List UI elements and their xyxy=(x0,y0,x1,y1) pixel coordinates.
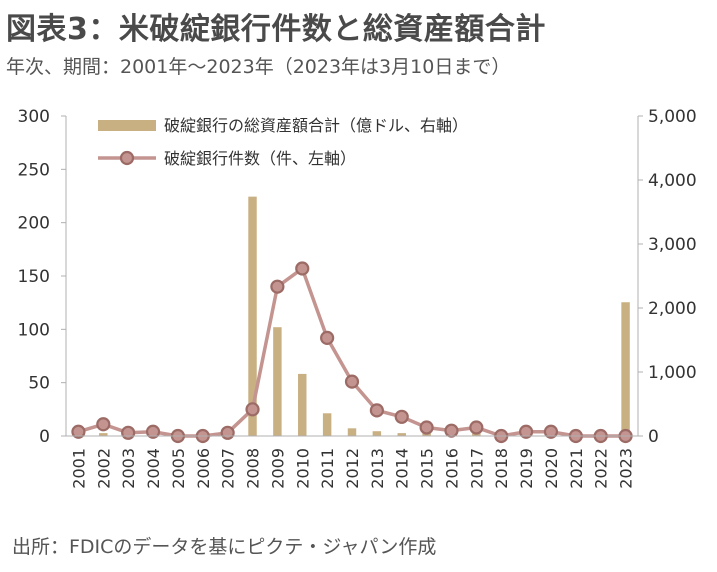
x-axis-tick-label: 2020 xyxy=(542,448,561,489)
x-axis-tick-label: 2018 xyxy=(492,448,511,489)
x-axis-tick-label: 2017 xyxy=(467,448,486,489)
x-axis-tick-label: 2002 xyxy=(94,448,113,489)
line-point xyxy=(369,403,384,418)
legend-bar-swatch xyxy=(98,120,156,131)
line-point xyxy=(543,424,559,439)
chart-title: 図表3：米破綻銀行件数と総資産額合計 xyxy=(6,12,546,47)
line-point xyxy=(518,424,534,439)
line-point xyxy=(245,402,260,417)
x-axis-tick-label: 2005 xyxy=(169,448,188,489)
left-axis: 0 50 100 150 200 250 300 xyxy=(18,107,67,447)
x-axis-tick-label: 2021 xyxy=(567,448,586,489)
series-line xyxy=(77,266,626,438)
x-axis-tick-label: 2015 xyxy=(418,448,437,489)
x-axis-tick-label: 2009 xyxy=(268,448,287,489)
line-point xyxy=(320,330,335,345)
line-point xyxy=(71,424,86,439)
right-axis-tick-label: 5,000 xyxy=(648,107,697,127)
left-axis-tick-label: 250 xyxy=(18,160,50,180)
line-point xyxy=(270,279,285,294)
line-point xyxy=(419,420,434,435)
right-axis-tick-label: 2,000 xyxy=(648,299,697,319)
x-axis-tick-label: 2022 xyxy=(592,448,611,489)
bar xyxy=(248,196,257,436)
bar xyxy=(372,431,382,436)
legend: 破綻銀行の総資産額合計（億ドル、右軸） 破綻銀行件数（件、左軸） xyxy=(98,116,468,168)
line-series xyxy=(71,261,633,444)
bar xyxy=(347,428,357,436)
line-point xyxy=(394,409,409,424)
x-axis-tick-label: 2004 xyxy=(144,448,163,489)
x-axis-tick-label: 2007 xyxy=(219,448,238,489)
line-point xyxy=(469,420,484,435)
x-axis-tick-label: 2003 xyxy=(119,448,138,489)
left-axis-tick-label: 300 xyxy=(18,107,50,127)
line-point xyxy=(295,261,310,276)
right-axis-tick-label: 4,000 xyxy=(648,171,697,191)
left-axis-tick-label: 0 xyxy=(39,427,50,447)
right-axis: 0 1,000 2,000 3,000 4,000 5,000 xyxy=(637,107,697,447)
left-axis-tick-label: 200 xyxy=(18,214,50,234)
left-axis-tick-label: 150 xyxy=(18,267,50,287)
right-axis-tick-label: 3,000 xyxy=(648,235,697,255)
x-axis-tick-label: 2012 xyxy=(343,448,362,489)
x-axis-tick-label: 2011 xyxy=(318,448,337,489)
right-axis-tick-label: 0 xyxy=(648,427,659,447)
bar xyxy=(298,373,307,436)
x-axis-tick-label: 2023 xyxy=(617,448,636,489)
bar-series xyxy=(74,196,630,436)
bar xyxy=(273,327,282,436)
left-axis-tick-label: 100 xyxy=(18,320,50,340)
bar xyxy=(322,413,332,436)
line-point xyxy=(344,374,360,389)
bar xyxy=(397,433,406,436)
x-axis: 2001 2002 2003 2004 2005 2006 2007 2008 2009 2010… xyxy=(66,435,638,489)
line-point xyxy=(121,425,136,440)
line-point xyxy=(444,423,459,438)
x-axis-tick-label: 2014 xyxy=(393,448,412,489)
left-axis-tick-label: 50 xyxy=(28,374,50,394)
legend-bar-label: 破綻銀行の総資産額合計（億ドル、右軸） xyxy=(164,116,468,135)
bar xyxy=(99,433,108,436)
x-axis-tick-label: 2016 xyxy=(442,448,461,489)
chart-subtitle: 年次、期間：2001年～2023年（2023年は3月10日まで） xyxy=(6,56,511,78)
line-point xyxy=(145,424,161,439)
x-axis-tick-label: 2008 xyxy=(244,448,263,489)
x-axis-tick-label: 2006 xyxy=(194,448,213,489)
x-axis-tick-label: 2013 xyxy=(368,448,387,489)
x-axis-tick-label: 2001 xyxy=(69,448,88,489)
bar xyxy=(621,302,630,436)
right-axis-tick-label: 1,000 xyxy=(648,363,697,383)
line-point xyxy=(220,425,235,440)
legend-line-marker xyxy=(119,150,135,166)
source-note: 出所：FDICのデータを基にピクテ・ジャパン作成 xyxy=(12,536,437,558)
legend-line-label: 破綻銀行件数（件、左軸） xyxy=(164,149,356,168)
line-point xyxy=(96,417,111,432)
x-axis-tick-label: 2010 xyxy=(293,448,312,489)
x-axis-tick-label: 2019 xyxy=(517,448,536,489)
